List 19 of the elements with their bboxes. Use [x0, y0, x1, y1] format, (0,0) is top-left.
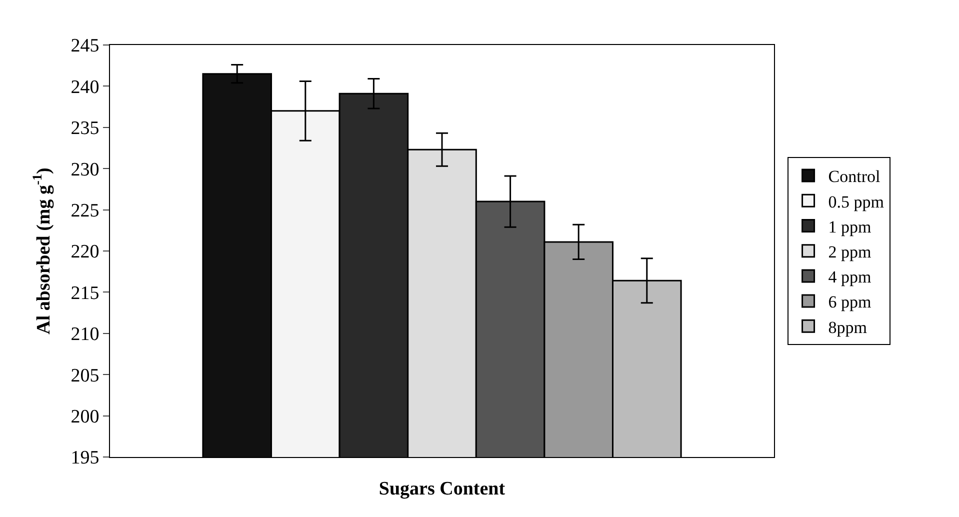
legend-label: 2 ppm [828, 242, 872, 262]
y-tick-label: 235 [70, 118, 100, 140]
y-tick-label: 195 [70, 448, 100, 469]
y-tick-label: 200 [70, 406, 100, 428]
y-tick-label: 210 [70, 324, 100, 346]
x-axis-title: Sugars Content [378, 478, 506, 500]
y-tick-label: 240 [70, 76, 100, 98]
legend-label: 4 ppm [828, 268, 872, 287]
y-tick-label: 220 [70, 242, 100, 263]
legend-label: Control [828, 167, 881, 186]
legend-label: 6 ppm [828, 292, 872, 312]
legend-label: 0.5 ppm [828, 192, 884, 212]
legend-label: 1 ppm [828, 217, 872, 236]
y-tick-label: 215 [70, 282, 100, 304]
y-tick-label: 230 [70, 159, 100, 180]
y-tick-label: 225 [70, 200, 100, 222]
legend-label: 8ppm [828, 318, 868, 337]
y-tick-label: 245 [70, 36, 100, 57]
y-tick-label: 205 [70, 365, 100, 386]
